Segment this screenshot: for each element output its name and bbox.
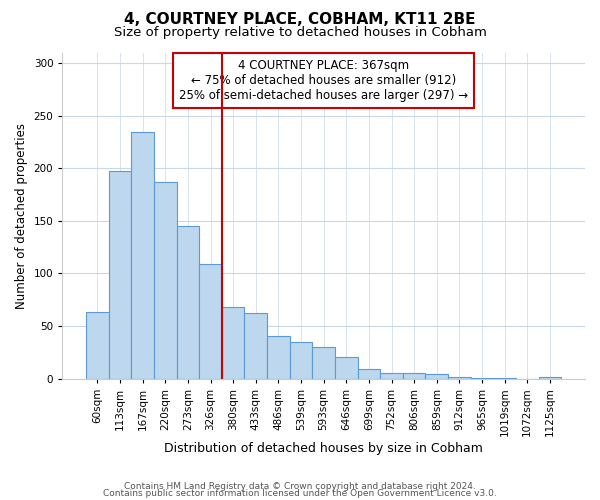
Text: Size of property relative to detached houses in Cobham: Size of property relative to detached ho…	[113, 26, 487, 39]
Text: Contains HM Land Registry data © Crown copyright and database right 2024.: Contains HM Land Registry data © Crown c…	[124, 482, 476, 491]
Text: Contains public sector information licensed under the Open Government Licence v3: Contains public sector information licen…	[103, 489, 497, 498]
Bar	[222, 307, 244, 378]
Bar	[448, 376, 471, 378]
Bar	[290, 342, 313, 378]
Bar	[86, 312, 109, 378]
Bar	[335, 356, 358, 378]
Bar	[425, 374, 448, 378]
Bar	[403, 374, 425, 378]
Y-axis label: Number of detached properties: Number of detached properties	[15, 122, 28, 308]
Bar	[267, 336, 290, 378]
Bar	[539, 376, 561, 378]
Bar	[109, 172, 131, 378]
Bar	[244, 314, 267, 378]
Bar	[199, 264, 222, 378]
Text: 4, COURTNEY PLACE, COBHAM, KT11 2BE: 4, COURTNEY PLACE, COBHAM, KT11 2BE	[124, 12, 476, 28]
Bar	[380, 374, 403, 378]
Text: 4 COURTNEY PLACE: 367sqm
← 75% of detached houses are smaller (912)
25% of semi-: 4 COURTNEY PLACE: 367sqm ← 75% of detach…	[179, 59, 468, 102]
Bar	[358, 369, 380, 378]
X-axis label: Distribution of detached houses by size in Cobham: Distribution of detached houses by size …	[164, 442, 483, 455]
Bar	[131, 132, 154, 378]
Bar	[313, 347, 335, 378]
Bar	[176, 226, 199, 378]
Bar	[154, 182, 176, 378]
